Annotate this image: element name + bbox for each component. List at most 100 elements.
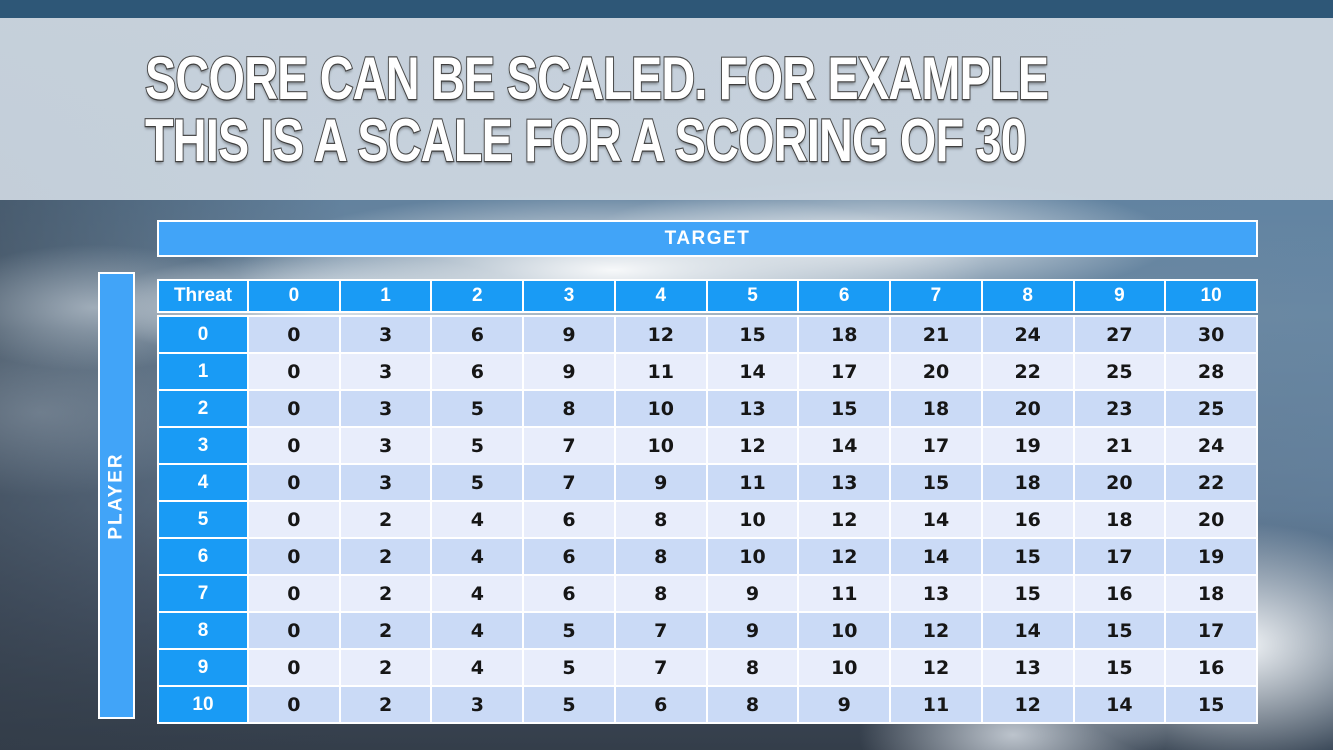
score-cell: 14 <box>1074 687 1165 722</box>
score-cell: 20 <box>982 391 1073 426</box>
threat-header-row: Threat 0 1 2 3 4 5 6 7 8 9 10 <box>157 279 1258 313</box>
score-cell: 4 <box>432 539 523 574</box>
score-grid: 0 0 3 6 9 12 15 18 21 24 27 30 1 0 3 6 9 11 14 17 20 22 25 28 2 0… <box>157 315 1258 724</box>
score-cell: 3 <box>340 465 431 500</box>
score-cell: 14 <box>891 539 981 574</box>
row-header-cell: 4 <box>159 465 247 500</box>
column-header-cell: 3 <box>524 281 614 311</box>
row-header-cell: 1 <box>159 354 247 389</box>
score-cell: 18 <box>799 317 890 352</box>
score-cell: 2 <box>340 613 431 648</box>
score-cell: 18 <box>1166 576 1256 611</box>
score-cell: 15 <box>1074 613 1165 648</box>
row-header-cell: 7 <box>159 576 247 611</box>
column-header-cell: 8 <box>982 281 1073 311</box>
column-header-cell: 0 <box>249 281 339 311</box>
score-cell: 6 <box>524 539 614 574</box>
corner-header-cell: Threat <box>159 281 247 311</box>
score-cell: 27 <box>1074 317 1165 352</box>
target-axis-label: TARGET <box>664 227 751 249</box>
score-cell: 18 <box>891 391 981 426</box>
score-cell: 13 <box>982 650 1073 685</box>
score-cell: 12 <box>982 687 1073 722</box>
score-cell: 8 <box>707 687 798 722</box>
score-cell: 0 <box>249 465 339 500</box>
score-cell: 12 <box>615 317 706 352</box>
score-cell: 18 <box>1074 502 1165 537</box>
score-cell: 16 <box>982 502 1073 537</box>
score-cell: 3 <box>340 317 431 352</box>
score-cell: 28 <box>1166 354 1256 389</box>
score-cell: 0 <box>249 539 339 574</box>
score-cell: 12 <box>707 428 798 463</box>
score-cell: 20 <box>891 354 981 389</box>
score-cell: 8 <box>615 576 706 611</box>
score-cell: 0 <box>249 576 339 611</box>
score-cell: 13 <box>707 391 798 426</box>
score-cell: 9 <box>799 687 890 722</box>
column-header-cell: 9 <box>1074 281 1165 311</box>
score-cell: 15 <box>982 576 1073 611</box>
score-cell: 9 <box>707 576 798 611</box>
score-cell: 13 <box>799 465 890 500</box>
score-cell: 16 <box>1074 576 1165 611</box>
score-cell: 12 <box>891 613 981 648</box>
title-band <box>0 18 1333 200</box>
score-cell: 10 <box>707 539 798 574</box>
score-cell: 11 <box>799 576 890 611</box>
row-header-cell: 8 <box>159 613 247 648</box>
score-cell: 11 <box>891 687 981 722</box>
score-cell: 22 <box>982 354 1073 389</box>
score-cell: 10 <box>799 650 890 685</box>
score-cell: 2 <box>340 576 431 611</box>
score-cell: 7 <box>524 465 614 500</box>
score-cell: 10 <box>707 502 798 537</box>
score-cell: 24 <box>982 317 1073 352</box>
score-cell: 0 <box>249 317 339 352</box>
score-cell: 23 <box>1074 391 1165 426</box>
score-cell: 24 <box>1166 428 1256 463</box>
score-cell: 30 <box>1166 317 1256 352</box>
score-cell: 17 <box>1074 539 1165 574</box>
row-header-cell: 0 <box>159 317 247 352</box>
row-header-cell: 6 <box>159 539 247 574</box>
player-axis-bar: PLAYER <box>98 272 135 719</box>
score-cell: 14 <box>982 613 1073 648</box>
score-cell: 15 <box>891 465 981 500</box>
score-cell: 7 <box>615 613 706 648</box>
score-cell: 2 <box>340 539 431 574</box>
score-cell: 5 <box>432 465 523 500</box>
score-cell: 17 <box>1166 613 1256 648</box>
score-cell: 20 <box>1166 502 1256 537</box>
score-cell: 9 <box>524 317 614 352</box>
score-cell: 19 <box>982 428 1073 463</box>
row-header-cell: 5 <box>159 502 247 537</box>
score-cell: 15 <box>1074 650 1165 685</box>
score-cell: 20 <box>1074 465 1165 500</box>
score-cell: 2 <box>340 502 431 537</box>
score-cell: 19 <box>1166 539 1256 574</box>
score-cell: 0 <box>249 354 339 389</box>
score-cell: 10 <box>615 428 706 463</box>
column-header-cell: 1 <box>340 281 431 311</box>
slide-title-line1: SCORE CAN BE SCALED. FOR EXAMPLE <box>144 45 1050 112</box>
score-cell: 8 <box>615 502 706 537</box>
score-cell: 7 <box>615 650 706 685</box>
score-cell: 14 <box>891 502 981 537</box>
score-cell: 6 <box>615 687 706 722</box>
row-header-cell: 9 <box>159 650 247 685</box>
score-cell: 5 <box>524 613 614 648</box>
score-cell: 8 <box>615 539 706 574</box>
score-cell: 0 <box>249 650 339 685</box>
score-cell: 4 <box>432 613 523 648</box>
score-cell: 5 <box>432 428 523 463</box>
column-header-cell: 2 <box>432 281 523 311</box>
score-cell: 11 <box>615 354 706 389</box>
score-cell: 15 <box>982 539 1073 574</box>
score-cell: 3 <box>432 687 523 722</box>
column-header-cell: 7 <box>891 281 981 311</box>
row-header-cell: 10 <box>159 687 247 722</box>
score-cell: 12 <box>799 539 890 574</box>
score-cell: 3 <box>340 391 431 426</box>
score-cell: 2 <box>340 650 431 685</box>
